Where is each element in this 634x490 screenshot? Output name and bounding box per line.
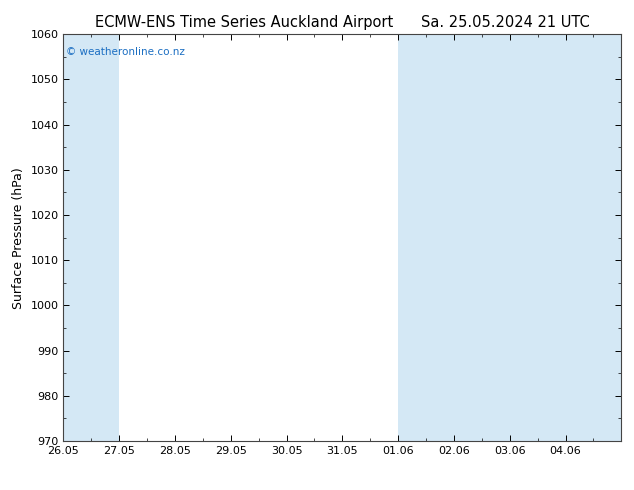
Title: ECMW-ENS Time Series Auckland Airport      Sa. 25.05.2024 21 UTC: ECMW-ENS Time Series Auckland Airport Sa… — [95, 15, 590, 30]
Bar — [454, 34, 510, 441]
Bar — [510, 34, 566, 441]
Text: © weatheronline.co.nz: © weatheronline.co.nz — [66, 47, 185, 56]
Bar — [566, 34, 621, 441]
Y-axis label: Surface Pressure (hPa): Surface Pressure (hPa) — [12, 167, 25, 309]
Bar — [63, 34, 119, 441]
Bar — [398, 34, 454, 441]
